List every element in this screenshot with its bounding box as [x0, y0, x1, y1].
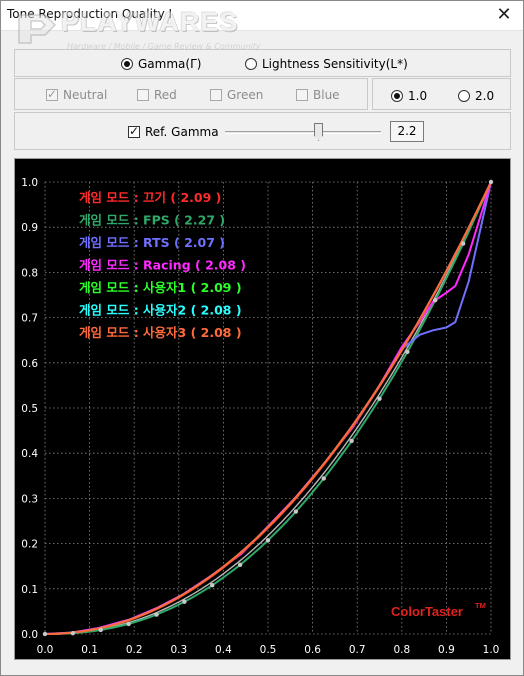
legend-item-2: 게임 모드 : RTS ( 2.07 ): [79, 235, 225, 250]
y-tick-label-4: 0.4: [21, 448, 38, 460]
measure-point-8: [265, 538, 271, 543]
x-tick-label-3: 0.3: [170, 644, 187, 656]
ref-gamma-value: 2.2: [390, 121, 424, 142]
measure-point-13: [405, 349, 410, 355]
y-tick-label-5: 0.5: [21, 403, 38, 415]
lightness-radio-label: Lightness Sensitivity(L*): [262, 56, 408, 71]
x-tick-label-9: 0.9: [438, 644, 455, 656]
measure-point-5: [182, 599, 187, 604]
y-tick-label-7: 0.7: [21, 313, 38, 325]
scale-group: 1.0 2.0: [372, 78, 511, 110]
lightness-radio-indicator[interactable]: [245, 57, 257, 70]
measure-point-12: [377, 396, 382, 401]
y-tick-label-1: 0.1: [21, 584, 38, 596]
y-tick-label-6: 0.6: [21, 358, 38, 370]
y-tick-label-2: 0.2: [21, 539, 38, 551]
x-tick-label-8: 0.8: [393, 644, 410, 656]
green-checkbox-box[interactable]: [210, 88, 222, 101]
x-tick-label-0: 0.0: [37, 644, 54, 656]
close-icon[interactable]: ✕: [496, 4, 512, 25]
title-bar[interactable]: Tone Reproduction Quality I ✕: [1, 1, 523, 31]
tone-curve-chart: 0.0 0.1 0.2 0.3 0.4 0.5 0.6 0.7 0.8 0.9 1.0 0.0 0.1 0…: [21, 177, 500, 656]
lightness-radio[interactable]: Lightness Sensitivity(L*): [245, 56, 408, 71]
measure-point-2: [98, 627, 103, 633]
series-line-6: [44, 181, 492, 635]
blue-checkbox[interactable]: Blue: [296, 87, 340, 102]
mode-group: Gamma(Γ) Lightness Sensitivity(L*): [14, 49, 511, 77]
measure-point-0: [42, 631, 48, 637]
red-checkbox-box[interactable]: [137, 88, 149, 101]
x-tick-label-4: 0.4: [215, 644, 232, 656]
scale-1-radio-label: 1.0: [408, 88, 428, 103]
measure-point-10: [321, 476, 326, 481]
measure-point-11: [349, 438, 354, 444]
green-checkbox-label: Green: [227, 87, 264, 102]
legend-item-4: 게임 모드 : 사용자1 ( 2.09 ): [79, 280, 242, 295]
scale-2-radio[interactable]: 2.0: [458, 88, 494, 103]
y-tick-label-3: 0.3: [21, 493, 38, 505]
measure-point-15: [460, 241, 466, 246]
scale-1-radio[interactable]: 1.0: [391, 88, 427, 103]
ref-gamma-label: Ref. Gamma: [145, 124, 219, 139]
ref-gamma-slider-thumb[interactable]: [314, 123, 323, 141]
red-checkbox-label: Red: [154, 87, 177, 102]
measure-point-9: [293, 509, 299, 514]
y-tick-label-0: 0.0: [21, 629, 38, 641]
ref-gamma-group: Ref. Gamma: [14, 112, 511, 150]
x-tick-label-7: 0.7: [349, 644, 366, 656]
legend-item-5: 게임 모드 : 사용자2 ( 2.08 ): [79, 303, 242, 318]
x-tick-label-1: 0.1: [81, 644, 98, 656]
measure-point-6: [210, 583, 215, 588]
x-tick-label-2: 0.2: [126, 644, 143, 656]
legend-item-1: 게임 모드 : FPS ( 2.27 ): [79, 213, 225, 228]
red-checkbox[interactable]: Red: [137, 87, 177, 102]
measure-point-1: [70, 630, 76, 636]
x-tick-label-6: 0.6: [304, 644, 321, 656]
channel-group: Neutral Red Green Blue: [14, 78, 368, 110]
green-checkbox[interactable]: Green: [210, 87, 263, 102]
neutral-checkbox-label: Neutral: [63, 87, 108, 102]
neutral-checkbox-box[interactable]: [46, 87, 58, 101]
tone-curve-plot: 0.0 0.1 0.2 0.3 0.4 0.5 0.6 0.7 0.8 0.9 1.0 0.0 0.1 0…: [14, 158, 511, 660]
legend-item-0: 게임 모드 : 끄기 ( 2.09 ): [79, 190, 221, 205]
x-tick-label-10: 1.0: [483, 644, 500, 656]
measure-point-4: [154, 612, 159, 617]
blue-checkbox-box[interactable]: [296, 88, 308, 101]
measure-point-7: [237, 562, 243, 567]
scale-2-radio-indicator[interactable]: [458, 89, 470, 102]
measure-point-3: [126, 621, 131, 627]
scale-1-radio-indicator[interactable]: [391, 89, 403, 102]
y-tick-label-10: 1.0: [21, 177, 38, 189]
measure-point-16: [488, 179, 494, 185]
ref-gamma-checkbox[interactable]: Ref. Gamma: [128, 124, 219, 139]
x-tick-label-5: 0.5: [260, 644, 277, 656]
legend-item-6: 게임 모드 : 사용자3 ( 2.08 ): [79, 325, 242, 340]
neutral-checkbox[interactable]: Neutral: [46, 87, 107, 102]
gamma-radio-indicator[interactable]: [121, 57, 133, 70]
colortaster-tm: TM: [475, 601, 486, 610]
y-tick-label-8: 0.8: [21, 267, 38, 279]
reference-gamma-line: [44, 181, 492, 635]
gamma-radio[interactable]: Gamma(Γ): [121, 56, 201, 71]
ref-gamma-slider-track[interactable]: [225, 131, 381, 134]
legend-item-3: 게임 모드 : Racing ( 2.08 ): [79, 258, 246, 273]
gamma-radio-label: Gamma(Γ): [138, 56, 202, 71]
y-tick-label-9: 0.9: [21, 222, 38, 234]
window-title: Tone Reproduction Quality I: [7, 7, 173, 21]
colortaster-brand: ColorTaster: [391, 604, 463, 619]
blue-checkbox-label: Blue: [313, 87, 340, 102]
ref-gamma-checkbox-box[interactable]: [128, 124, 140, 138]
measure-point-14: [433, 297, 438, 303]
scale-2-radio-label: 2.0: [475, 88, 495, 103]
